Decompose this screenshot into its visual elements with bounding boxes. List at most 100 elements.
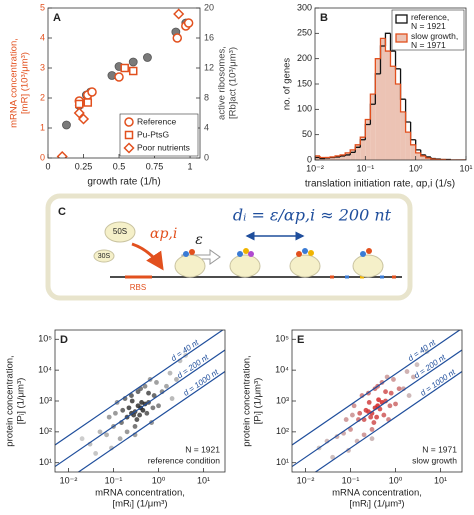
- y2-axis-label: active ribosomes,: [217, 46, 228, 120]
- point: [348, 427, 353, 432]
- reference-line: [77, 371, 225, 472]
- point: [135, 389, 141, 395]
- y2-tick-label: 16: [204, 32, 214, 42]
- y-axis-label: protein concentration,: [5, 355, 16, 446]
- point: [129, 393, 134, 398]
- x-axis-label: translation initiation rate, αp,i (1/s): [305, 179, 455, 190]
- hist-step: [334, 155, 341, 157]
- annotation: reference condition: [148, 455, 221, 465]
- point: [104, 432, 109, 438]
- point: [164, 383, 169, 389]
- y2-tick-label: 4: [204, 122, 209, 132]
- hist-bar: [415, 152, 421, 160]
- point: [75, 99, 84, 109]
- plot-area: [56, 8, 194, 158]
- hist-step: [364, 118, 371, 138]
- hist-bar: [365, 119, 371, 160]
- hist-step: [409, 132, 416, 146]
- hist-step: [379, 37, 386, 59]
- y-axis-label: mRNA concentration,: [9, 38, 20, 128]
- plot-area: [55, 330, 225, 472]
- x-tick-label: 0.25: [75, 161, 93, 171]
- hist-step: [374, 58, 381, 95]
- point: [139, 400, 144, 405]
- point: [169, 396, 175, 401]
- hist-bar: [350, 149, 356, 160]
- elongation-rate: ε: [195, 232, 203, 248]
- y-tick-label: 10⁵: [38, 334, 52, 344]
- hist-step: [409, 122, 416, 141]
- spacing-formula: dᵢ = ε/αp,i ≈ 200 nt: [233, 206, 392, 225]
- point: [384, 374, 390, 380]
- hist-bar: [324, 157, 331, 160]
- y2-axis-label: [Rb]act (10³/μm³): [228, 47, 239, 119]
- hist-bar: [335, 155, 341, 160]
- point: [117, 436, 123, 442]
- x-tick-label: 0: [45, 161, 50, 171]
- hist-step: [399, 84, 406, 113]
- point: [391, 377, 396, 382]
- x-tick-label: 10⁻²: [306, 163, 324, 173]
- x-tick-label: 10¹: [459, 163, 472, 173]
- point: [357, 410, 363, 416]
- legend-line: slow growth,: [411, 31, 461, 41]
- point: [404, 369, 410, 374]
- hist-step: [394, 66, 401, 85]
- point: [167, 370, 173, 376]
- y-tick-label: 10¹: [39, 457, 52, 467]
- hist-bar: [345, 152, 351, 160]
- legend-line: reference,: [411, 12, 452, 22]
- x-axis-label: [mRᵢ] (1/μm³): [350, 499, 405, 510]
- legend-label: Poor nutrients: [137, 142, 190, 152]
- y-tick-label: 4: [40, 32, 45, 42]
- diagram-box: [45, 193, 413, 301]
- point: [351, 403, 357, 409]
- hist-bar: [375, 58, 381, 160]
- y-tick-label: 300: [297, 2, 312, 12]
- hist-step: [394, 51, 401, 70]
- hist-bar: [380, 38, 386, 160]
- legend-swatch: [123, 142, 135, 154]
- hist-step: [339, 155, 346, 157]
- point: [154, 380, 159, 385]
- y-tick-label: 0: [40, 152, 45, 162]
- y2-tick-label: 12: [204, 62, 214, 72]
- legend-swatch: [395, 14, 408, 24]
- hist-step: [430, 157, 436, 160]
- subunit-50s: [104, 221, 136, 243]
- point: [93, 451, 99, 456]
- reference-line: [292, 330, 461, 446]
- subunit-label: 30S: [98, 253, 111, 260]
- hist-step: [369, 93, 376, 120]
- reference-line: [314, 371, 462, 472]
- chart-panel: B 10⁻² 10⁻¹ 10⁰ 10¹ 0 50 100 150 200 250 300 transla…: [282, 2, 473, 189]
- hist-bar: [400, 111, 406, 160]
- x-tick-label: 10⁻¹: [342, 475, 360, 485]
- panel-label: D: [60, 334, 68, 346]
- hist-step: [415, 139, 421, 151]
- y-axis-label: [Pᵢ] (1/μm³): [253, 378, 264, 425]
- x-tick-label: 10¹: [434, 475, 447, 485]
- point: [114, 72, 124, 82]
- reference-line: [292, 349, 462, 468]
- point: [174, 377, 179, 382]
- point: [97, 429, 103, 435]
- y-tick-label: 2: [40, 92, 45, 102]
- hist-step: [384, 32, 391, 46]
- point: [151, 393, 157, 398]
- y-tick-label: 10¹: [276, 457, 289, 467]
- legend-box: [391, 9, 465, 51]
- hist-bar: [405, 132, 411, 160]
- plot-area: [315, 32, 466, 160]
- y2-tick-label: 8: [204, 92, 209, 102]
- initiation-arrow: [131, 242, 164, 271]
- y-axis-label: [Pᵢ] (1/μm³): [16, 378, 27, 425]
- x-axis-label: mRNA concentration,: [95, 488, 185, 499]
- hist-step: [349, 149, 356, 153]
- point: [369, 436, 375, 442]
- panel-label: C: [58, 206, 66, 218]
- point: [146, 390, 151, 396]
- hist-step: [404, 111, 411, 133]
